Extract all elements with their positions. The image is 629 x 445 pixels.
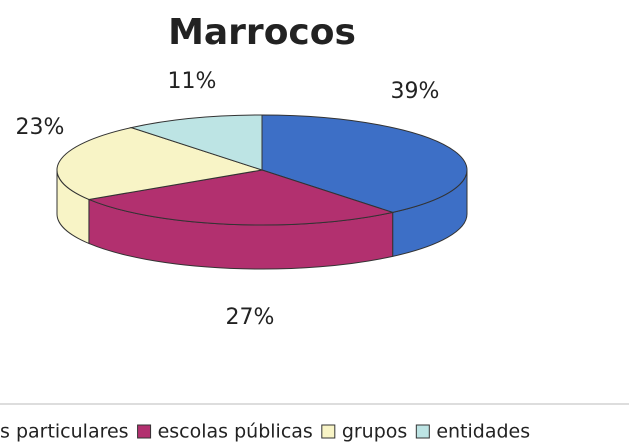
pie-sides xyxy=(56,169,468,270)
legend-swatch xyxy=(415,424,430,439)
data-label: 23% xyxy=(16,115,65,140)
legend-swatch xyxy=(321,424,336,439)
pie-slice xyxy=(129,114,263,171)
pie-slice xyxy=(261,114,468,213)
pie-tops xyxy=(56,114,468,226)
legend-label: entidades xyxy=(436,421,530,443)
pie-slice xyxy=(56,127,263,200)
data-label: 39% xyxy=(391,79,440,104)
data-label: 27% xyxy=(226,305,275,330)
chart-title: Marrocos xyxy=(168,12,356,53)
legend-label: grupos xyxy=(342,421,408,443)
legend-swatch xyxy=(137,424,152,439)
pie-slice xyxy=(87,169,395,226)
legend-label: s particulares xyxy=(0,421,129,443)
legend-label: escolas públicas xyxy=(158,421,313,443)
data-label: 11% xyxy=(168,69,217,94)
